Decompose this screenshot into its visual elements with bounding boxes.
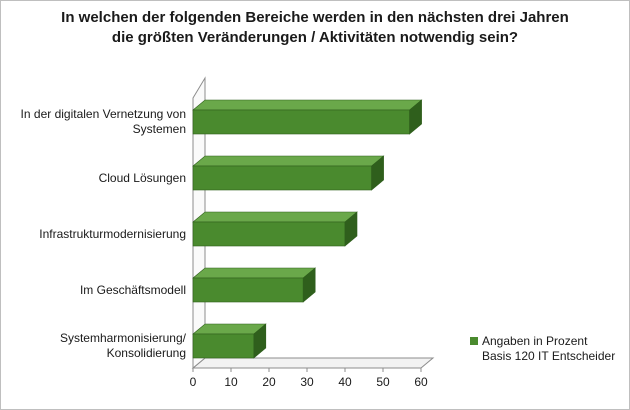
- bar-side-4: [253, 323, 267, 359]
- x-tick-label-5: 50: [376, 375, 390, 389]
- category-label-4: Systemharmonisierung/Konsolidierung: [0, 331, 186, 361]
- category-label-4-line-1: Konsolidierung: [106, 346, 186, 360]
- bar-1: [192, 165, 372, 191]
- bar-side-3: [302, 267, 316, 303]
- category-label-4-line-0: Systemharmonisierung/: [59, 331, 186, 345]
- category-label-1: Cloud Lösungen: [0, 171, 186, 186]
- bar-3: [192, 277, 304, 303]
- chart-floor: [191, 357, 435, 369]
- category-label-3-line-0: Im Geschäftsmodell: [79, 282, 186, 297]
- x-tick-label-4: 40: [338, 375, 352, 389]
- bar-top-2: [192, 211, 358, 223]
- chart-title-line-1: In welchen der folgenden Bereiche werden…: [61, 9, 569, 26]
- chart-title-line-2: die größten Veränderungen / Aktivitäten …: [111, 29, 519, 46]
- x-tick-label-0: 0: [190, 375, 197, 389]
- x-tick-label-2: 20: [262, 375, 276, 389]
- legend-line-2: Basis 120 IT Entscheider: [482, 349, 616, 363]
- category-label-0: In der digitalen Vernetzung von Systemen: [0, 107, 186, 137]
- x-tick-label-1: 10: [224, 375, 238, 389]
- bar-2: [192, 221, 346, 247]
- bar-top-1: [192, 155, 385, 167]
- bar-side-1: [371, 155, 384, 191]
- bar-top-4: [192, 323, 267, 335]
- bar-top-3: [192, 267, 317, 279]
- legend: Angaben in Prozent Basis 120 IT Entschei…: [470, 334, 615, 364]
- category-label-2: Infrastrukturmodernisierung: [0, 227, 186, 242]
- bar-4: [192, 333, 255, 359]
- legend-entry: Angaben in Prozent: [470, 334, 615, 349]
- category-label-2-line-0: Infrastrukturmodernisierung: [39, 226, 186, 241]
- bar-side-0: [409, 99, 422, 135]
- legend-swatch: [470, 337, 478, 345]
- legend-line-1: Angaben in Prozent: [482, 334, 588, 348]
- category-label-1-line-0: Cloud Lösungen: [98, 170, 186, 185]
- x-tick-label-6: 60: [414, 375, 428, 389]
- bar-top-0: [192, 99, 423, 111]
- bar-0: [192, 109, 410, 135]
- category-label-0-line-1: Systemen: [132, 122, 186, 136]
- category-label-3: Im Geschäftsmodell: [0, 283, 186, 298]
- chart-title: In welchen der folgenden Bereiche werden…: [0, 8, 630, 48]
- category-label-0-line-0: In der digitalen Vernetzung von: [20, 107, 186, 121]
- x-tick-label-3: 30: [300, 375, 314, 389]
- bar-side-2: [344, 211, 358, 247]
